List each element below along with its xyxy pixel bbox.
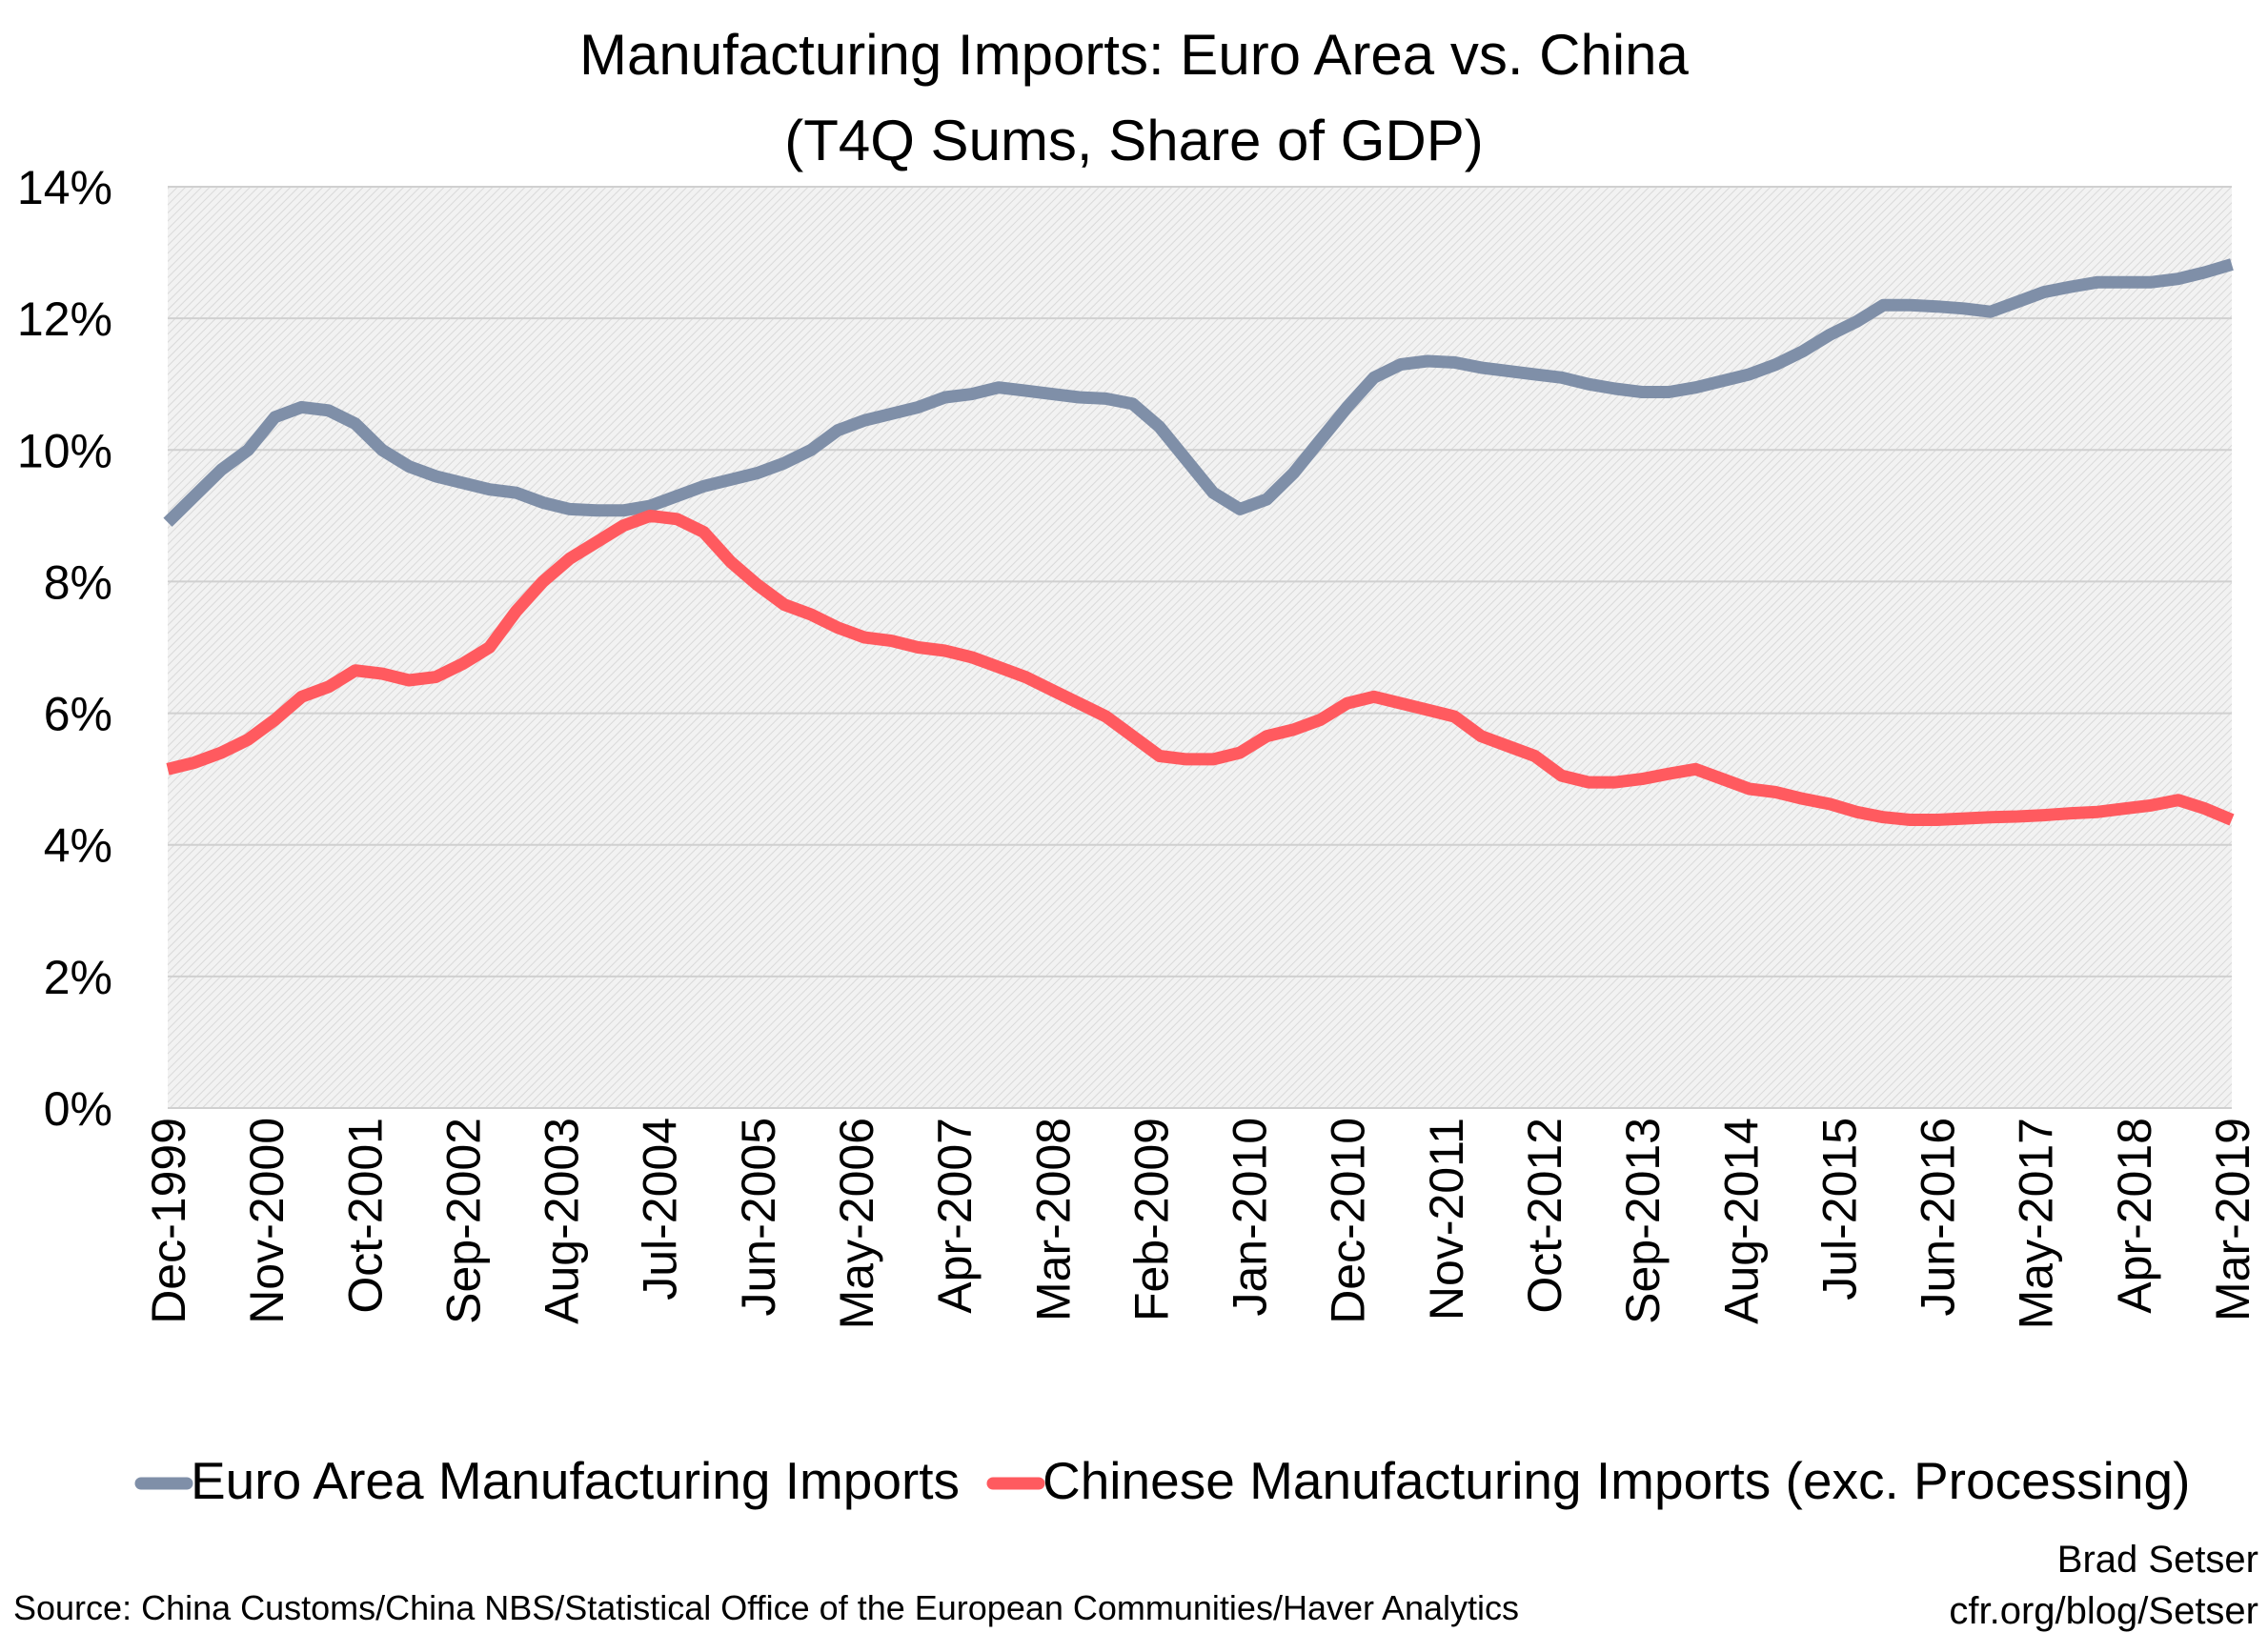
x-tick-label: Jan-2010 [1224, 1118, 1277, 1317]
x-tick-label: Jun-2005 [732, 1118, 785, 1317]
x-tick-label: Sep-2013 [1616, 1118, 1670, 1324]
y-axis: 0% 2% 4% 6% 8% 10% 12% 14% [17, 161, 112, 1136]
y-tick-label: 2% [44, 951, 112, 1004]
chart-title: Manufacturing Imports: Euro Area vs. Chi… [579, 23, 1690, 87]
x-tick-label: Sep-2002 [436, 1118, 490, 1324]
x-axis: Dec-1999 Nov-2000 Oct-2001 Sep-2002 Aug-2003… [142, 1118, 2259, 1329]
series-lines [163, 258, 2235, 826]
x-tick-label: Apr-2018 [2108, 1118, 2161, 1314]
x-tick-label: Feb-2009 [1124, 1118, 1178, 1321]
x-tick-label: Dec-2010 [1322, 1118, 1375, 1324]
y-tick-label: 12% [17, 292, 112, 346]
y-tick-label: 4% [44, 819, 112, 873]
x-tick-label: Oct-2012 [1518, 1118, 1571, 1314]
legend-label-china: Chinese Manufacturing Imports (exc. Proc… [1043, 1451, 2190, 1510]
legend: Euro Area Manufacturing Imports Chinese … [134, 1451, 2190, 1510]
x-tick-label: May-2006 [830, 1118, 883, 1329]
y-tick-label: 0% [44, 1082, 112, 1136]
plot-area [168, 187, 2232, 1108]
x-tick-label: Jul-2004 [634, 1118, 687, 1300]
x-tick-label: Oct-2001 [338, 1118, 392, 1314]
author-credit: Brad Setser [2057, 1539, 2258, 1581]
blog-credit: cfr.org/blog/Setser [1949, 1590, 2258, 1632]
x-tick-label: Nov-2000 [240, 1118, 294, 1324]
x-tick-label: Nov-2011 [1420, 1118, 1473, 1321]
legend-label-euro: Euro Area Manufacturing Imports [191, 1451, 960, 1510]
x-tick-label: Aug-2003 [536, 1118, 589, 1324]
y-tick-label: 8% [44, 555, 112, 609]
y-tick-label: 14% [17, 161, 112, 214]
x-tick-label: Mar-2008 [1026, 1118, 1080, 1321]
x-tick-label: Aug-2014 [1714, 1118, 1768, 1324]
source-note: Source: China Customs/China NBS/Statisti… [13, 1588, 1519, 1627]
x-tick-label: Dec-1999 [142, 1118, 195, 1324]
y-tick-label: 6% [44, 688, 112, 741]
x-tick-label: Mar-2019 [2206, 1118, 2259, 1321]
chart-subtitle: (T4Q Sums, Share of GDP) [784, 109, 1484, 172]
series-line-china [166, 509, 2235, 826]
x-tick-label: Apr-2007 [928, 1118, 982, 1314]
x-tick-label: Jul-2015 [1812, 1118, 1866, 1300]
gridlines [168, 186, 2232, 1109]
series-line-euro-area [163, 258, 2234, 527]
x-tick-label: May-2017 [2010, 1118, 2063, 1329]
y-tick-label: 10% [17, 424, 112, 477]
x-tick-label: Jun-2016 [1912, 1118, 1965, 1317]
